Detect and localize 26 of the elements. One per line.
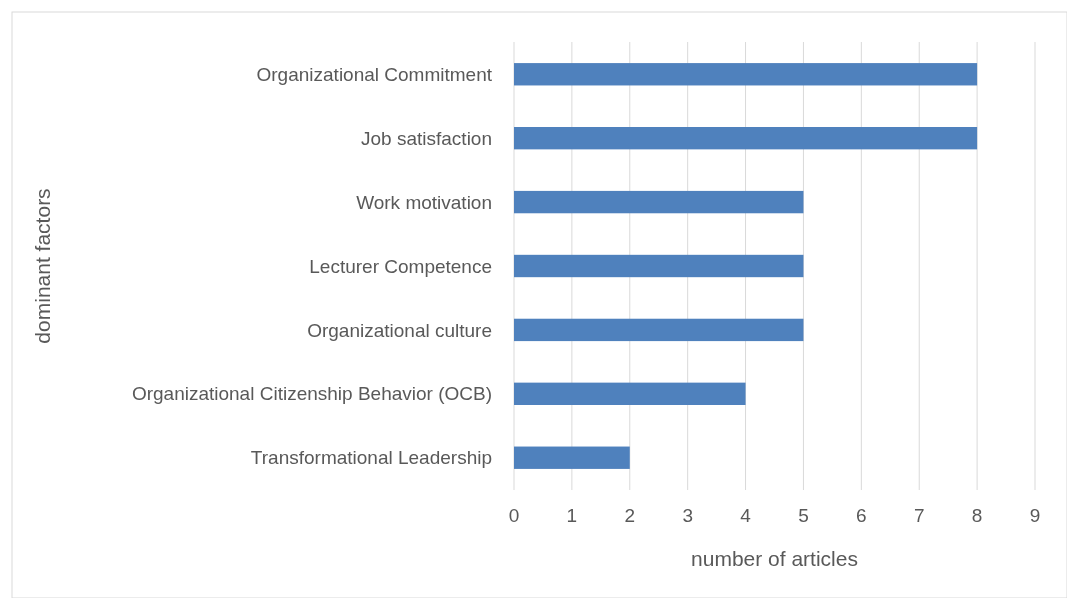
y-tick-label: Organizational Citizenship Behavior (OCB)	[131, 383, 492, 405]
bar	[514, 254, 804, 278]
bar	[514, 318, 804, 342]
y-tick-label: Lecturer Competence	[309, 255, 492, 277]
x-tick-label: 8	[971, 505, 983, 526]
y-tick-label: Transformational Leadership	[250, 447, 492, 469]
x-tick-label: 7	[913, 505, 925, 526]
x-tick-label: 1	[566, 505, 578, 526]
x-tick-label: 6	[856, 505, 867, 526]
bar	[514, 127, 978, 150]
bar	[514, 446, 630, 469]
x-tick-label: 5	[798, 505, 809, 526]
x-axis-title: number of articles	[691, 547, 858, 570]
y-tick-label: Organizational culture	[307, 319, 492, 341]
x-tick-label: 9	[1029, 505, 1041, 526]
x-tick-label: 2	[624, 505, 636, 526]
y-tick-label: Job satisfaction	[361, 127, 492, 149]
y-tick-label: Work motivation	[356, 191, 492, 213]
y-tick-label: Organizational Commitment	[256, 63, 493, 85]
bar	[514, 63, 978, 86]
x-tick-label: 0	[508, 505, 520, 526]
y-axis-title: dominant factors	[31, 188, 54, 344]
bar	[514, 190, 804, 214]
x-tick-label: 4	[740, 505, 752, 526]
bar	[514, 382, 746, 405]
x-tick-label: 3	[682, 505, 693, 526]
